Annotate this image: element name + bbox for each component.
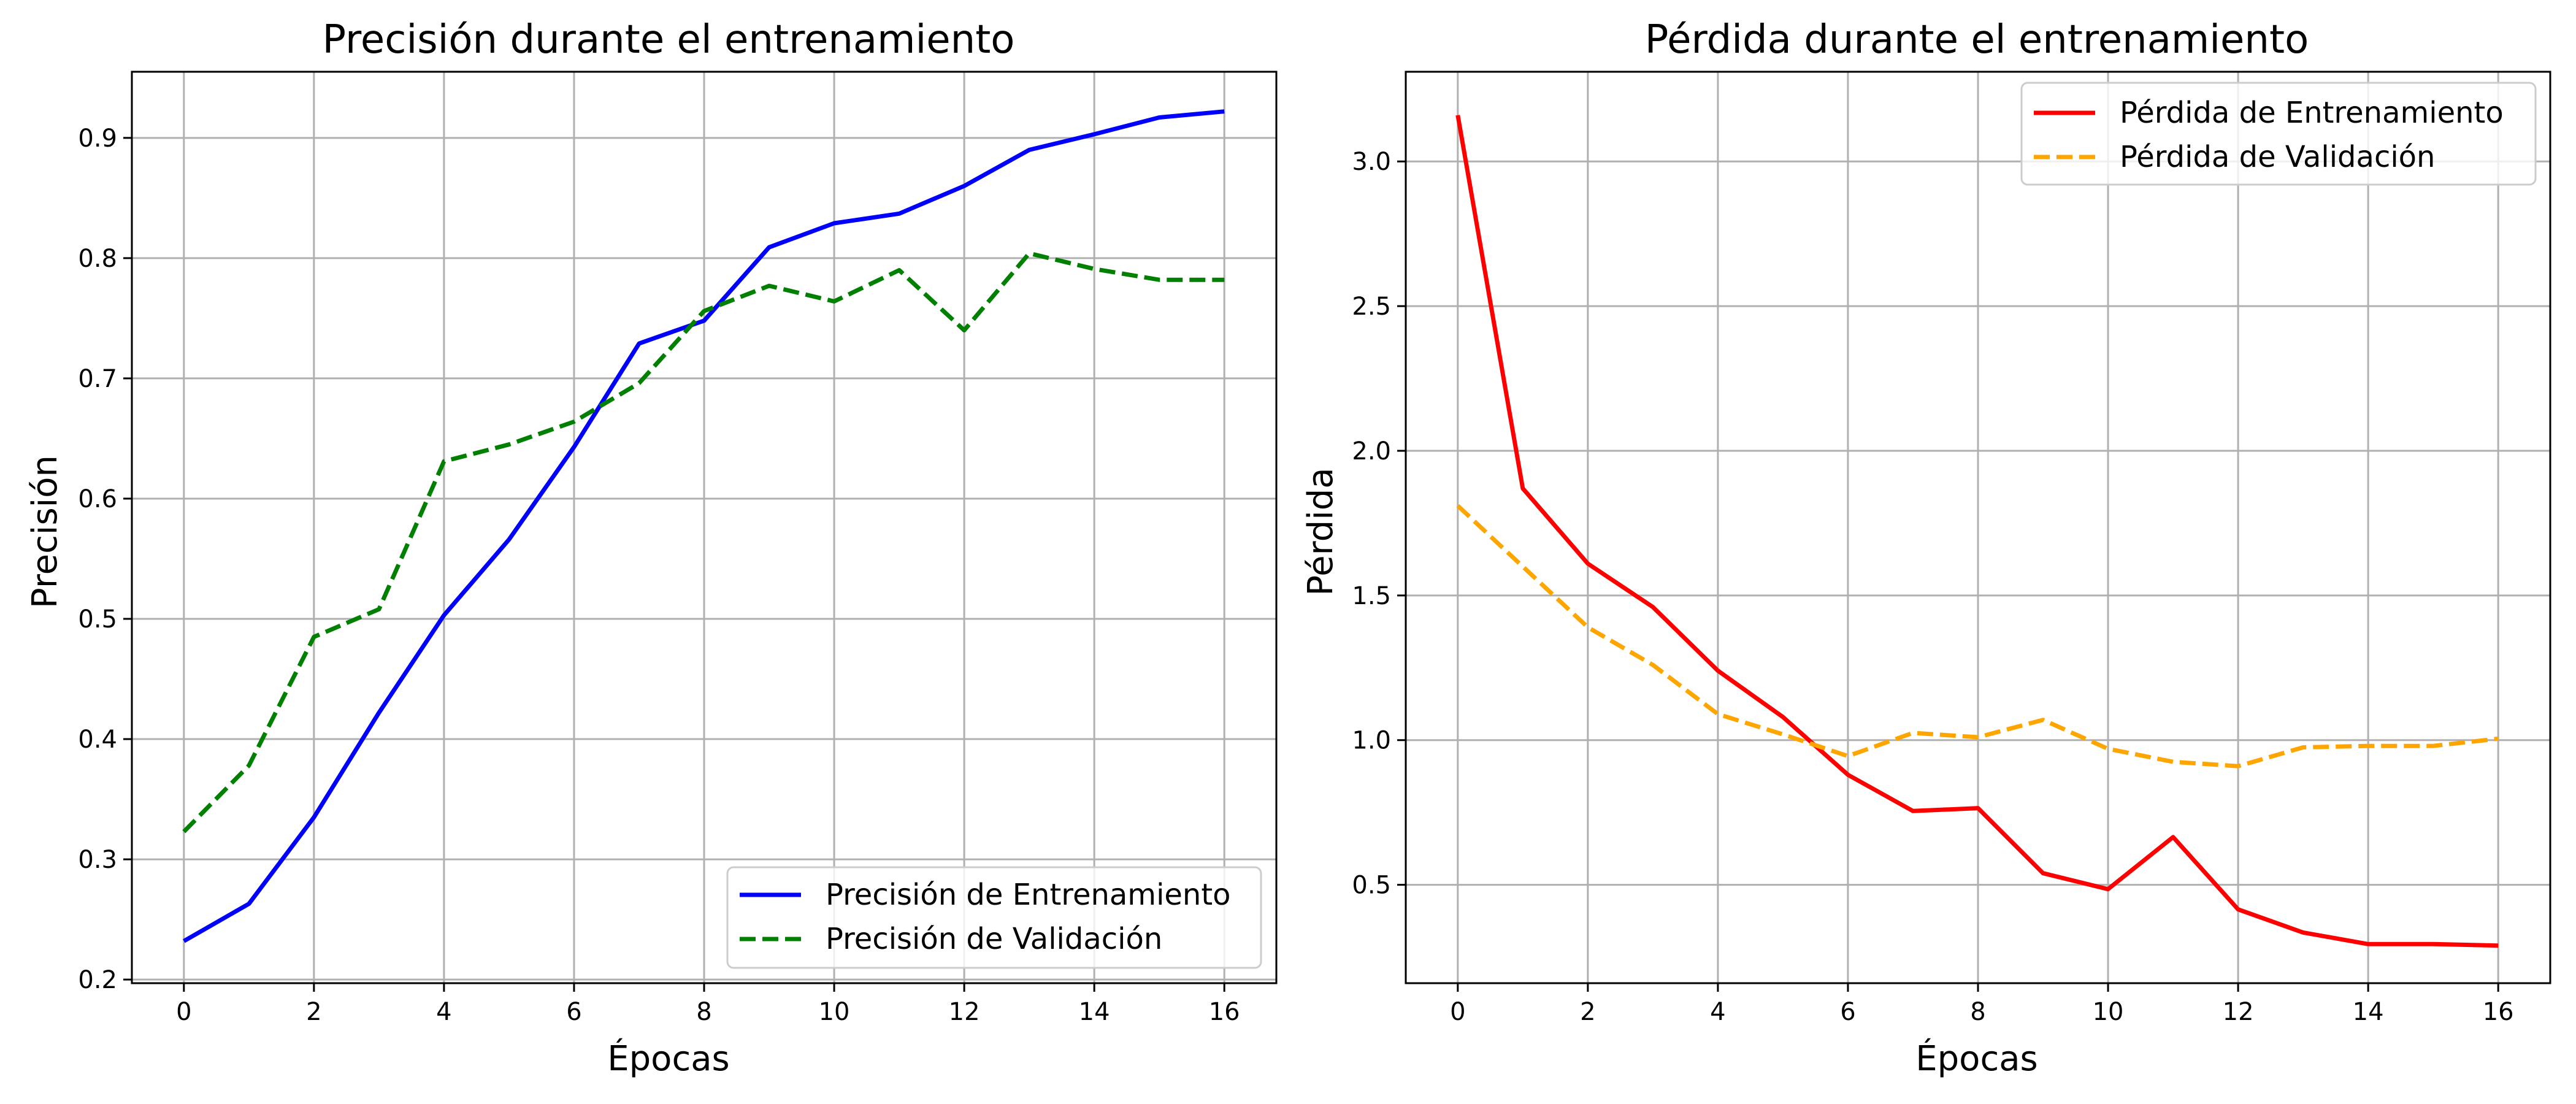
y-tick-label: 2.5 [1352, 293, 1391, 321]
legend-label-val-loss: Pérdida de Validación [2120, 140, 2435, 174]
y-axis-label: Pérdida [1301, 467, 1341, 596]
x-tick-label: 4 [1710, 998, 1725, 1026]
x-tick-label: 8 [1970, 998, 1985, 1026]
y-tick-label: 1.0 [1352, 727, 1391, 755]
accuracy-chart: Precisión durante el entrenamiento Época… [25, 17, 1278, 1079]
x-tick-label: 4 [436, 998, 451, 1026]
legend: Pérdida de Entrenamiento Pérdida de Vali… [2020, 82, 2537, 186]
legend-box [2020, 82, 2537, 186]
y-tick-label: 0.7 [78, 365, 117, 393]
x-tick-label: 2 [306, 998, 321, 1026]
y-tick-label: 0.3 [78, 846, 117, 874]
plot-frame [1405, 71, 2551, 984]
x-tick-label: 0 [1450, 998, 1465, 1026]
chart-title: Pérdida durante el entrenamiento [1645, 17, 2309, 63]
x-tick-label: 6 [1840, 998, 1855, 1026]
x-axis-label: Épocas [607, 1039, 729, 1079]
x-tick-label: 14 [1079, 998, 1110, 1026]
loss-chart: Pérdida durante el entrenamiento Épocas … [1301, 17, 2551, 1079]
series-line-0 [183, 109, 1225, 943]
x-tick-label: 8 [696, 998, 711, 1026]
y-tick-label: 0.2 [78, 966, 117, 994]
chart-title: Precisión durante el entrenamiento [323, 17, 1015, 63]
y-axis-label: Precisión [25, 455, 65, 608]
y-tick-label: 0.4 [78, 726, 117, 754]
y-tick-label: 2.0 [1352, 437, 1391, 466]
x-tick-label: 16 [2483, 998, 2514, 1026]
x-axis-label: Épocas [1915, 1039, 2037, 1079]
y-tick-label: 3.0 [1352, 148, 1391, 176]
y-tick-label: 0.9 [78, 125, 117, 153]
x-tick-label: 16 [1209, 998, 1240, 1026]
series-line-1 [1456, 504, 2499, 769]
y-tick-label: 1.5 [1352, 582, 1391, 610]
plot-frame [131, 71, 1278, 984]
y-tick-label: 0.6 [78, 485, 117, 513]
legend-label-train-accuracy: Precisión de Entrenamiento [826, 878, 1231, 912]
legend-label-train-loss: Pérdida de Entrenamiento [2120, 96, 2504, 130]
x-tick-label: 12 [949, 998, 980, 1026]
x-tick-label: 6 [566, 998, 581, 1026]
legend: Precisión de Entrenamiento Precisión de … [726, 866, 1262, 969]
x-tick-label: 12 [2223, 998, 2254, 1026]
x-tick-label: 10 [819, 998, 850, 1026]
series-line-0 [1455, 115, 2499, 948]
y-tick-label: 0.8 [78, 245, 117, 273]
y-tick-label: 0.5 [1352, 872, 1391, 900]
x-tick-label: 14 [2353, 998, 2384, 1026]
x-tick-label: 10 [2093, 998, 2124, 1026]
y-tick-label: 0.5 [78, 605, 117, 634]
legend-label-val-accuracy: Precisión de Validación [826, 922, 1162, 956]
legend-box [726, 866, 1262, 969]
x-tick-label: 2 [1580, 998, 1595, 1026]
series-line-1 [182, 251, 1225, 834]
x-tick-label: 0 [176, 998, 191, 1026]
